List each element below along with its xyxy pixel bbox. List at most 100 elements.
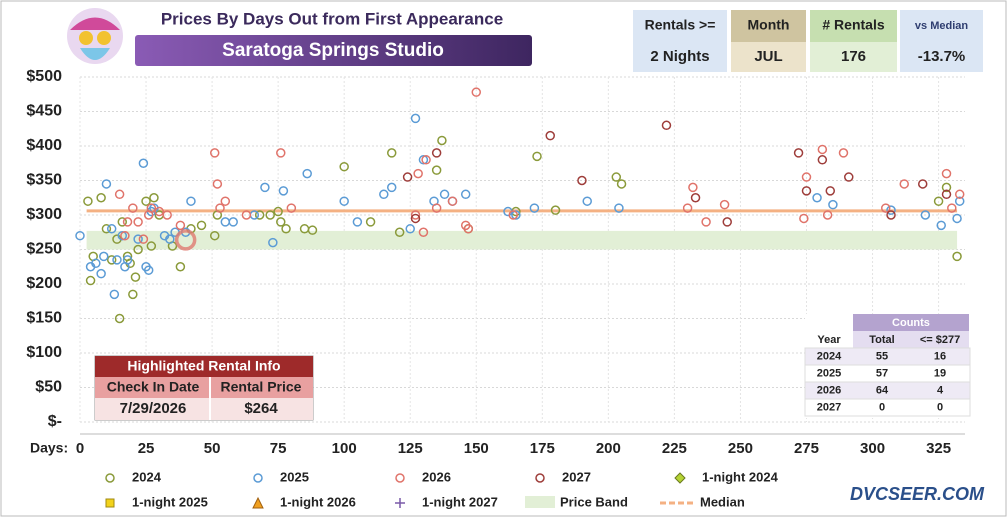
point xyxy=(439,189,450,200)
point xyxy=(431,165,442,175)
x-tick-label: 0 xyxy=(76,440,84,457)
point xyxy=(117,217,128,227)
point xyxy=(96,193,106,203)
x-tick-label: 300 xyxy=(860,440,885,457)
point xyxy=(186,196,196,206)
point xyxy=(413,168,423,179)
x-tick-label: 175 xyxy=(530,440,555,457)
point xyxy=(339,161,349,172)
subtitle: Saratoga Springs Studio xyxy=(222,40,444,61)
y-tick-label: $450 xyxy=(26,103,62,120)
counts-col-head-bg xyxy=(853,331,969,348)
point xyxy=(511,210,521,220)
point xyxy=(91,258,101,269)
x-tick-label: 250 xyxy=(728,440,753,457)
point xyxy=(952,251,962,262)
point xyxy=(379,189,389,200)
counts-cell: 57 xyxy=(876,367,888,379)
point xyxy=(386,182,397,193)
point xyxy=(106,255,117,265)
subtitle-banner xyxy=(135,35,532,66)
point xyxy=(936,220,946,231)
legend-marker xyxy=(252,496,264,509)
point xyxy=(83,196,93,206)
point xyxy=(616,179,627,189)
point xyxy=(661,120,672,131)
point xyxy=(146,241,157,251)
point xyxy=(817,144,828,155)
counts-cell: 0 xyxy=(937,401,943,413)
point xyxy=(471,87,482,97)
point xyxy=(886,210,896,220)
point xyxy=(149,193,159,203)
point xyxy=(278,186,289,196)
legend-marker xyxy=(395,498,405,508)
counts-cell: 2027 xyxy=(817,401,841,413)
highlight-head xyxy=(95,356,313,377)
point xyxy=(138,234,149,244)
highlight-header: Rental Price xyxy=(221,379,302,395)
y-tick-label: $- xyxy=(48,413,62,430)
point xyxy=(460,189,471,200)
filter-label: Month xyxy=(748,17,790,33)
highlight-header: Check In Date xyxy=(107,379,200,395)
legend-marker xyxy=(395,473,405,483)
legend-label: 1-night 2027 xyxy=(422,494,498,509)
x-tick-label: 200 xyxy=(596,440,621,457)
point xyxy=(920,210,931,220)
point xyxy=(386,148,397,158)
point xyxy=(352,217,363,227)
point xyxy=(822,210,833,220)
point xyxy=(582,196,592,206)
point xyxy=(801,172,812,182)
legend-band xyxy=(525,496,555,508)
highlight-price: $264 xyxy=(244,400,278,417)
point xyxy=(577,175,587,186)
x-axis-label: Days: xyxy=(30,440,68,456)
point xyxy=(611,172,622,182)
point xyxy=(130,272,141,282)
filter-label: vs Median xyxy=(915,20,968,32)
y-tick-label: $200 xyxy=(26,275,62,292)
point xyxy=(952,213,962,224)
point xyxy=(899,179,909,189)
point xyxy=(402,172,413,182)
x-tick-label: 325 xyxy=(926,440,951,457)
y-tick-label: $350 xyxy=(26,172,62,189)
counts-cell: 2025 xyxy=(817,367,841,379)
x-tick-label: 100 xyxy=(332,440,357,457)
legend-marker xyxy=(535,473,545,483)
point xyxy=(101,179,112,189)
point xyxy=(825,186,836,196)
counts-cell: 2026 xyxy=(817,384,841,396)
legend-marker xyxy=(105,498,115,508)
point xyxy=(880,203,891,213)
point xyxy=(421,155,431,165)
point xyxy=(220,196,231,206)
filter-value-box xyxy=(731,42,806,72)
x-tick-label: 75 xyxy=(270,440,287,457)
point xyxy=(254,210,265,220)
point xyxy=(209,148,220,158)
point xyxy=(133,217,143,227)
point xyxy=(688,182,698,193)
legend-label: Median xyxy=(700,494,745,509)
watermark: DVCSEER.COM xyxy=(850,484,985,504)
legend-marker xyxy=(674,472,686,484)
point xyxy=(143,265,154,275)
filter-value-box xyxy=(900,42,983,72)
point xyxy=(109,289,120,300)
point xyxy=(410,213,421,224)
point xyxy=(917,179,928,189)
counts-col-header: Total xyxy=(869,334,894,346)
point xyxy=(812,193,822,203)
legend-marker xyxy=(105,473,115,483)
filter-label-box xyxy=(900,10,983,42)
counts-cell: 4 xyxy=(937,384,944,396)
y-tick-label: $100 xyxy=(26,344,62,361)
filter-value-box xyxy=(633,42,727,72)
point xyxy=(302,168,312,179)
filter-label-box xyxy=(633,10,727,42)
point xyxy=(120,230,130,241)
